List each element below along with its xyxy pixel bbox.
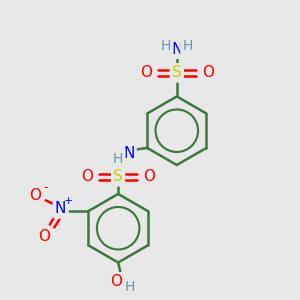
Text: N: N — [55, 201, 66, 216]
Text: S: S — [113, 169, 123, 184]
Text: O: O — [202, 65, 214, 80]
Text: O: O — [29, 188, 41, 202]
Text: O: O — [140, 65, 152, 80]
Text: O: O — [81, 169, 93, 184]
Text: H: H — [182, 39, 193, 53]
Text: H: H — [161, 39, 171, 53]
Text: O: O — [143, 169, 155, 184]
Text: N: N — [171, 42, 182, 57]
Text: -: - — [44, 181, 48, 194]
Text: +: + — [63, 196, 73, 206]
Text: O: O — [38, 229, 50, 244]
Text: S: S — [172, 65, 182, 80]
Text: O: O — [110, 274, 122, 289]
Text: N: N — [123, 146, 135, 161]
Text: H: H — [125, 280, 135, 294]
Text: H: H — [113, 152, 123, 166]
